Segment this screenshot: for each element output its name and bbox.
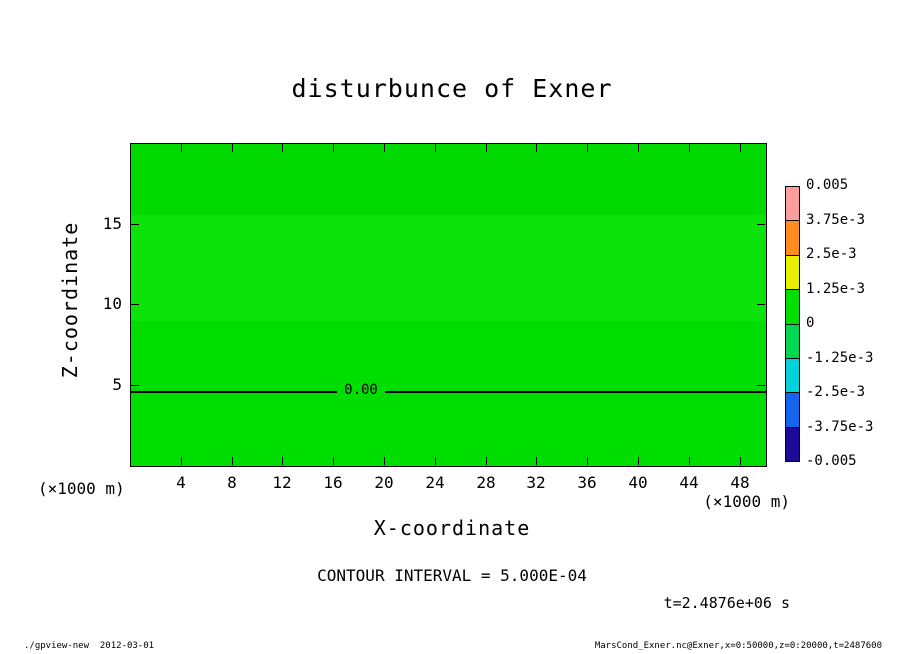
colorbar-segment — [786, 392, 799, 427]
x-tick — [384, 457, 385, 465]
z-tick — [131, 304, 139, 305]
colorbar — [785, 186, 800, 462]
x-tick-label: 40 — [628, 473, 648, 492]
x-tick — [536, 457, 537, 465]
zero-contour-label: 0.00 — [344, 382, 378, 398]
x-tick-label: 36 — [577, 473, 597, 492]
x-tick — [587, 457, 588, 465]
footer-dataset-stamp: MarsCond_Exner.nc@Exner,x=0:50000,z=0:20… — [594, 641, 882, 651]
colorbar-tick-label: -3.75e-3 — [806, 418, 874, 435]
x-tick — [333, 457, 334, 465]
x-tick — [384, 144, 385, 152]
x-tick — [282, 144, 283, 152]
x-tick-label: 4 — [176, 473, 186, 492]
colorbar-segment — [786, 187, 799, 221]
plot-area: 0.00 — [130, 143, 767, 467]
x-tick — [689, 457, 690, 465]
x-tick — [435, 144, 436, 152]
x-tick-label: 44 — [679, 473, 699, 492]
colorbar-tick-label: 2.5e-3 — [806, 246, 857, 262]
x-tick — [181, 144, 182, 152]
z-tick-label: 10 — [102, 294, 122, 313]
chart-title: disturbunce of Exner — [291, 74, 613, 103]
colorbar-segment — [786, 357, 799, 393]
time-annotation: t=2.4876e+06 s — [663, 594, 790, 612]
colorbar-segment — [786, 254, 799, 290]
colorbar-tick-label: -0.005 — [806, 453, 857, 469]
x-tick-label: 24 — [425, 473, 445, 492]
x-tick — [587, 144, 588, 152]
x-tick-label: 16 — [323, 473, 343, 492]
zero-contour-line — [131, 391, 337, 393]
x-tick — [333, 144, 334, 152]
zero-contour-line — [385, 391, 766, 393]
x-tick-label: 32 — [526, 473, 546, 492]
x-tick — [486, 144, 487, 152]
x-tick — [740, 457, 741, 465]
z-tick — [757, 224, 765, 225]
x-tick — [232, 144, 233, 152]
x-tick-label: 12 — [272, 473, 292, 492]
colorbar-tick-label: 3.75e-3 — [806, 211, 866, 228]
x-tick-label: 8 — [227, 473, 237, 492]
x-tick — [536, 144, 537, 152]
colorbar-segment — [786, 289, 799, 324]
contour-interval-note: CONTOUR INTERVAL = 5.000E-04 — [317, 566, 587, 585]
colorbar-tick-label: 0 — [806, 315, 815, 331]
z-tick — [131, 385, 139, 386]
x-tick — [282, 457, 283, 465]
x-tick-label: 20 — [374, 473, 394, 492]
x-tick — [740, 144, 741, 152]
x-tick — [486, 457, 487, 465]
x-axis-title: X-coordinate — [373, 516, 531, 540]
x-tick — [638, 144, 639, 152]
x-tick — [181, 457, 182, 465]
colorbar-tick-label: -1.25e-3 — [806, 349, 874, 366]
x-axis-unit-left: (×1000 m) — [38, 479, 125, 498]
z-tick-label: 15 — [102, 214, 122, 233]
x-tick-label: 48 — [730, 473, 750, 492]
colorbar-tick-label: 0.005 — [806, 177, 849, 193]
x-tick — [435, 457, 436, 465]
colorbar-segment — [786, 220, 799, 255]
x-tick — [638, 457, 639, 465]
z-tick — [757, 385, 765, 386]
z-tick-label: 5 — [112, 375, 122, 394]
colorbar-segment — [786, 426, 799, 461]
z-tick — [131, 224, 139, 225]
x-tick — [689, 144, 690, 152]
colorbar-tick-label: -2.5e-3 — [806, 384, 866, 400]
tone-band — [131, 144, 766, 215]
colorbar-segment — [786, 323, 799, 358]
x-tick-label: 28 — [476, 473, 496, 492]
tone-band — [131, 214, 766, 322]
tone-band — [131, 321, 766, 466]
x-axis-unit-right: (×1000 m) — [703, 492, 790, 511]
footer-program-stamp: ./gpview-new 2012-03-01 — [24, 641, 155, 651]
colorbar-tick-label: 1.25e-3 — [806, 280, 866, 297]
z-tick — [757, 304, 765, 305]
x-tick — [232, 457, 233, 465]
